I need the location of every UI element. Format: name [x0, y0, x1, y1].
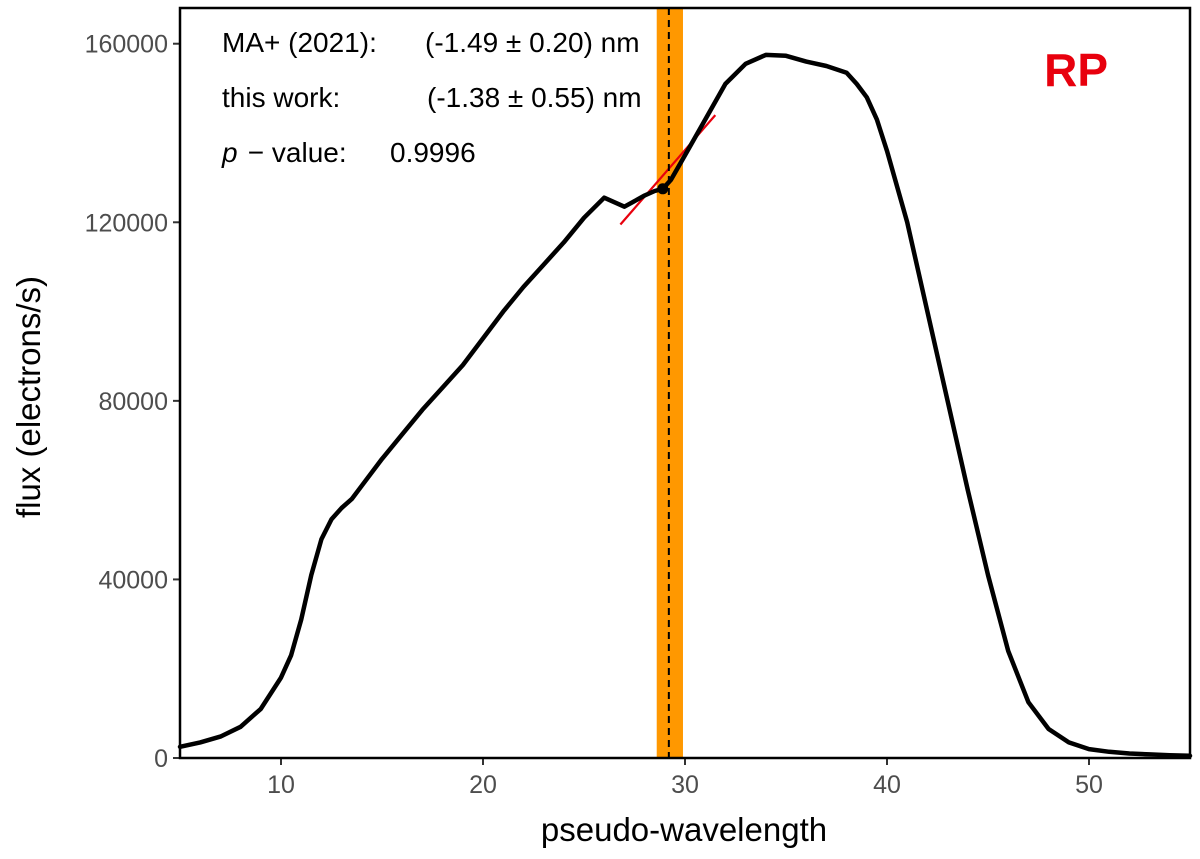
- y-tick-label: 0: [154, 745, 168, 773]
- plot-frame: [178, 6, 1192, 760]
- y-tick-label: 160000: [85, 31, 168, 59]
- annot-ma-label: MA+ (2021):: [222, 27, 377, 58]
- y-axis-ticks: 0 40000 80000 120000 160000: [85, 31, 180, 773]
- annot-p-label: − value:: [240, 137, 347, 168]
- x-axis-ticks: 10 20 30 40 50: [267, 758, 1103, 799]
- x-tick-label: 10: [267, 771, 295, 799]
- x-tick-label: 20: [469, 771, 497, 799]
- annot-ma-value: (-1.49 ± 0.20) nm: [425, 27, 640, 58]
- band-label: RP: [1044, 44, 1108, 96]
- x-tick-label: 40: [873, 771, 901, 799]
- y-tick-label: 80000: [98, 388, 168, 416]
- annot-work-label: this work:: [222, 82, 340, 113]
- y-tick-label: 40000: [98, 566, 168, 594]
- annot-work-value: (-1.38 ± 0.55) nm: [427, 82, 642, 113]
- x-tick-label: 30: [671, 771, 699, 799]
- line-center-band: [656, 8, 683, 758]
- annot-p-value: 0.9996: [390, 137, 476, 168]
- x-axis-title: pseudo-wavelength: [541, 811, 827, 848]
- annot-p-symbol: p: [221, 137, 238, 168]
- line-center-marker: [657, 183, 669, 195]
- x-tick-label: 50: [1075, 771, 1103, 799]
- y-tick-label: 120000: [85, 209, 168, 237]
- y-axis-title: flux (electrons/s): [10, 276, 47, 518]
